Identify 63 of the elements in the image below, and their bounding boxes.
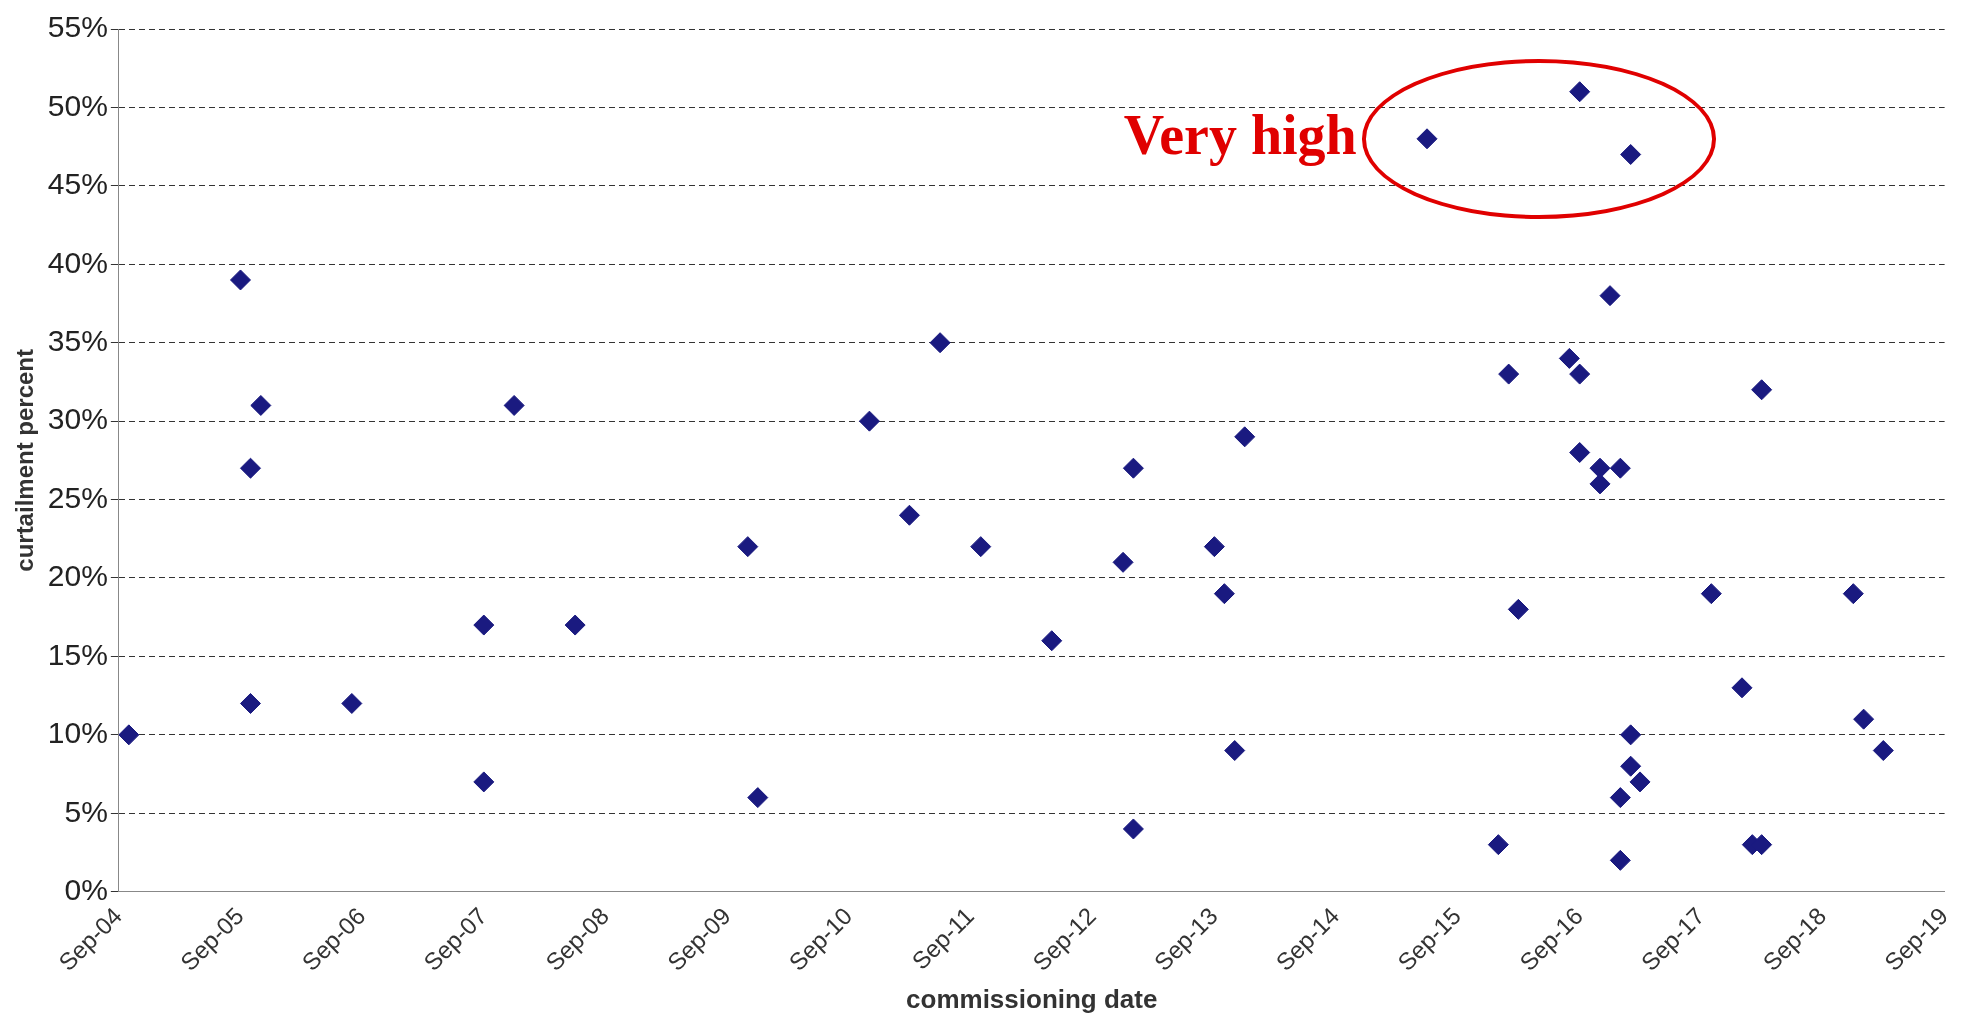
y-tick-label: 55% (47, 10, 108, 44)
point (564, 614, 586, 636)
point (737, 536, 759, 558)
point (1122, 457, 1144, 479)
y-tick-label: 25% (47, 480, 108, 514)
point (929, 332, 951, 354)
point (118, 724, 140, 746)
point (1569, 363, 1591, 385)
point (1842, 583, 1864, 605)
point (1122, 818, 1144, 840)
point (858, 410, 880, 432)
point (341, 692, 363, 714)
y-tick-label: 15% (47, 637, 108, 671)
point (1853, 708, 1875, 730)
point (473, 614, 495, 636)
point (1620, 755, 1642, 777)
y-tick-label: 40% (47, 245, 108, 279)
point (230, 269, 251, 291)
y-tick-label: 45% (47, 167, 108, 201)
point (1609, 457, 1631, 479)
y-axis-title: curtailment percent (11, 348, 39, 572)
point (240, 692, 261, 714)
y-tick-label: 50% (47, 88, 108, 122)
point (1731, 677, 1753, 699)
point (747, 787, 769, 809)
point (1620, 143, 1642, 165)
point (1569, 442, 1591, 464)
point (970, 536, 992, 558)
point (1213, 583, 1235, 605)
y-tick-label: 5% (64, 794, 108, 828)
point (1498, 363, 1520, 385)
y-tick-label: 35% (47, 323, 108, 357)
point (1487, 834, 1509, 856)
point (1416, 128, 1438, 150)
point (1609, 787, 1631, 809)
y-tick-label: 30% (47, 402, 108, 436)
point (1507, 598, 1529, 620)
point (1589, 473, 1611, 495)
point (1872, 740, 1894, 762)
point (1041, 630, 1063, 652)
point (898, 504, 920, 526)
point (473, 771, 495, 793)
point (1609, 849, 1631, 871)
point (1569, 81, 1591, 103)
y-tick-label: 10% (47, 716, 108, 750)
point (1629, 771, 1651, 793)
y-tick-label: 0% (64, 872, 108, 906)
point (1700, 583, 1722, 605)
point (1234, 426, 1256, 448)
annotation: Very high (1123, 103, 1357, 166)
y-tick-label: 20% (47, 559, 108, 593)
point (250, 394, 272, 416)
point (1589, 457, 1611, 479)
point (1599, 285, 1621, 307)
x-axis-title: commissioning date (906, 983, 1158, 1014)
point (503, 394, 525, 416)
point (1558, 347, 1580, 369)
point (1112, 551, 1134, 573)
point (240, 457, 261, 479)
point (1751, 379, 1773, 401)
point (1203, 536, 1225, 558)
point (1620, 724, 1642, 746)
point (1224, 740, 1246, 762)
